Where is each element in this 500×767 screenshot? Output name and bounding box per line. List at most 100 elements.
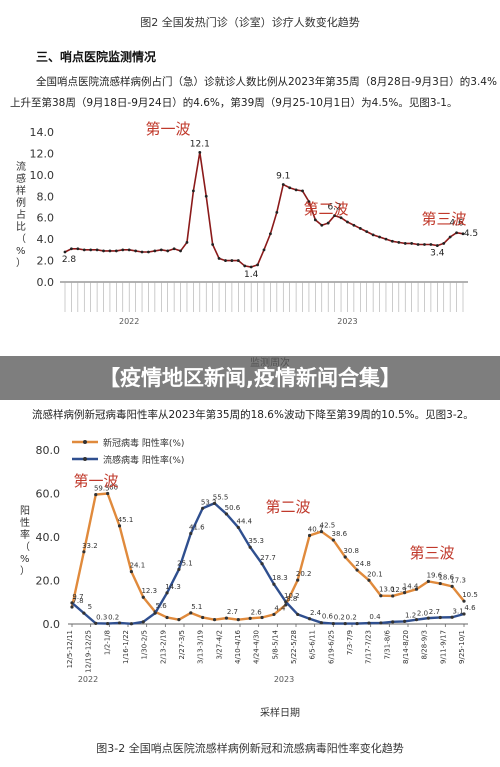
flu-point (272, 582, 276, 586)
data-point (166, 249, 170, 253)
data-point (76, 247, 80, 251)
data-point (140, 250, 144, 254)
flu-point (117, 621, 122, 625)
x-tick-label: 1/16-1/22 (122, 630, 130, 664)
flu-data-label: 10.2 (284, 592, 300, 600)
wave-annotation: 第一波 (145, 120, 190, 138)
covid-data-label: 19.6 (427, 571, 443, 579)
covid-data-label: 12.3 (141, 587, 157, 595)
y-axis-label: 流感样例占比（%） (16, 160, 26, 269)
flu-data-label: 5 (88, 603, 92, 611)
flu-data-label: 0.2 (108, 614, 119, 622)
flu-data-label: 27.7 (260, 554, 276, 562)
data-label: 4.5 (464, 229, 478, 239)
data-point (410, 242, 414, 245)
covid-data-label: 18.6 (438, 574, 454, 582)
flu-point (331, 621, 335, 626)
covid-point (450, 584, 454, 588)
covid-data-label: 24.1 (130, 562, 146, 570)
covid-point (319, 529, 324, 534)
data-point (461, 232, 465, 236)
x-tick-label: 7/17-7/23 (365, 630, 373, 664)
covid-point (117, 524, 122, 528)
year-label: 2022 (78, 675, 98, 684)
covid-point (391, 594, 395, 598)
flu-data-label: 2.7 (429, 608, 440, 616)
data-point (134, 249, 138, 253)
flu-data-label: 53.2 (201, 498, 217, 506)
x-tick-label: 3/13-3/19 (197, 630, 205, 664)
covid-point (379, 594, 383, 598)
flu-series-line (71, 502, 465, 625)
flu-point (165, 591, 169, 595)
covid-point (177, 618, 181, 622)
wave-annotation: 第一波 (73, 472, 118, 490)
data-point (339, 216, 343, 220)
covid-point (106, 491, 110, 496)
flu-point (94, 621, 98, 625)
data-label: 12.1 (190, 139, 210, 149)
covid-point (414, 587, 419, 591)
flu-data-label: 35.3 (248, 537, 264, 545)
year-label: 2022 (119, 317, 139, 326)
data-point (198, 150, 202, 154)
data-point (275, 210, 279, 214)
covid-point (403, 591, 407, 595)
data-point (179, 249, 182, 253)
flu-point (82, 611, 86, 615)
flu-data-label: 41.6 (189, 524, 205, 532)
section-title: 三、哨点医院监测情况 (36, 50, 157, 64)
data-point (288, 186, 292, 190)
covid-data-label: 24.8 (355, 560, 371, 568)
flu-point (343, 621, 347, 626)
data-point (102, 249, 105, 253)
data-point (358, 227, 362, 230)
flu-data-label: 0.2 (334, 614, 345, 622)
data-point (448, 235, 452, 239)
data-label: 6.2 (327, 203, 341, 213)
data-label: 1.4 (244, 270, 259, 280)
flu-point (224, 512, 229, 516)
covid-data-label: 2.6 (251, 608, 263, 616)
data-point (294, 188, 298, 192)
covid-point (426, 579, 430, 583)
chart-positivity-rate: 0.0 20.0 40.0 60.0 80.0 阳性率（%） 新冠病毒 阳性率(%) 流感病毒… (20, 437, 478, 719)
data-point (313, 218, 317, 222)
y-tick-label: 0.0 (43, 618, 61, 631)
data-point (82, 248, 86, 252)
x-tick-label: 5/8-5/14 (271, 629, 279, 659)
flu-data-label: 0.4 (369, 613, 381, 621)
data-point (352, 223, 356, 227)
data-point (243, 264, 247, 268)
covid-data-label: 20.1 (367, 570, 383, 578)
flu-point (260, 562, 264, 566)
flu-data-label: 2.0 (417, 610, 428, 618)
flu-point (391, 620, 395, 624)
flu-data-label: 2.4 (310, 609, 322, 617)
covid-data-label: 5.6 (156, 602, 168, 610)
covid-data-label: 30.8 (343, 547, 359, 555)
covid-data-label: 13.0 (379, 586, 395, 594)
data-point (320, 223, 324, 227)
news-banner[interactable]: 【疫情地区新闻,疫情新闻合集】 (0, 356, 500, 400)
data-point (127, 248, 131, 252)
data-point (455, 231, 458, 235)
data-point (269, 232, 272, 236)
data-point (114, 249, 118, 253)
data-point (365, 230, 369, 234)
x-tick-label: 6/5-6/11 (309, 630, 317, 660)
flu-data-label: 44.4 (237, 517, 253, 525)
covid-data-label: 5.1 (191, 603, 202, 611)
data-point (429, 243, 433, 246)
data-point (236, 259, 240, 262)
flu-data-label: 3.1 (453, 607, 464, 615)
y-tick-label: 0.0 (37, 276, 55, 289)
x-tick-label: 9/25-10/1 (458, 630, 466, 664)
covid-point (307, 533, 312, 538)
legend-label: 流感病毒 阳性率(%) (103, 454, 184, 466)
covid-point (248, 616, 252, 620)
data-point (371, 233, 375, 237)
data-label: 4.6 (449, 219, 464, 229)
covid-data-label: 12.9 (391, 586, 407, 594)
paragraph-line-1: 全国哨点医院流感样病例占门（急）诊就诊人数比例从2023年第35周（8月28日-… (36, 76, 497, 88)
